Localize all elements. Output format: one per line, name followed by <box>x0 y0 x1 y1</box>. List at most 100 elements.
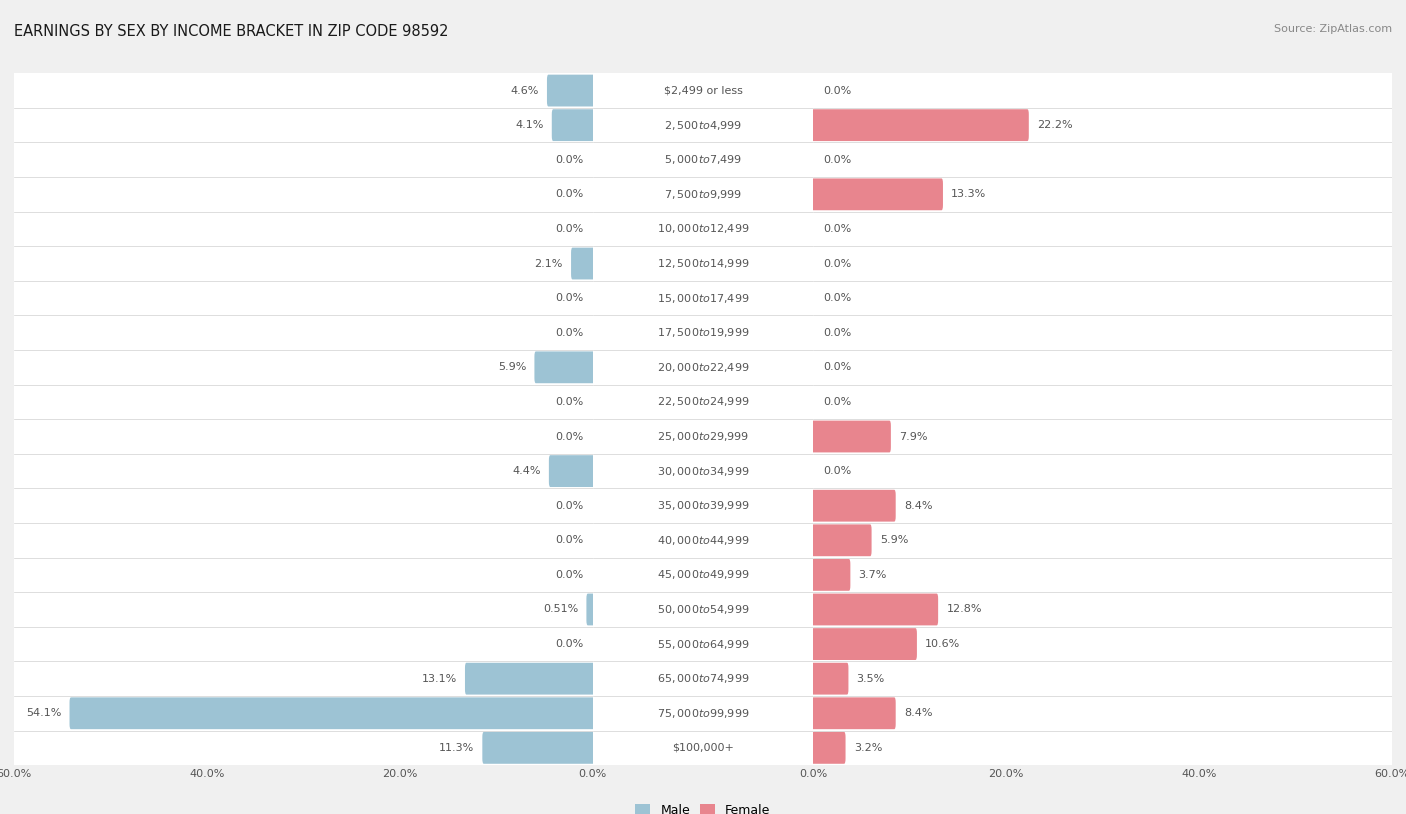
FancyBboxPatch shape <box>593 246 813 281</box>
Text: 3.5%: 3.5% <box>856 674 884 684</box>
FancyBboxPatch shape <box>593 142 813 177</box>
Text: 7.9%: 7.9% <box>898 431 928 441</box>
Legend: Male, Female: Male, Female <box>630 799 776 814</box>
Text: 0.0%: 0.0% <box>823 259 851 269</box>
FancyBboxPatch shape <box>593 453 813 488</box>
FancyBboxPatch shape <box>482 732 595 764</box>
Text: $2,499 or less: $2,499 or less <box>664 85 742 95</box>
FancyBboxPatch shape <box>813 73 1392 107</box>
FancyBboxPatch shape <box>813 281 1392 315</box>
Text: 3.2%: 3.2% <box>853 743 882 753</box>
FancyBboxPatch shape <box>811 178 943 210</box>
FancyBboxPatch shape <box>593 523 813 558</box>
FancyBboxPatch shape <box>813 558 1392 593</box>
Text: $7,500 to $9,999: $7,500 to $9,999 <box>664 188 742 201</box>
Text: $20,000 to $22,499: $20,000 to $22,499 <box>657 361 749 374</box>
FancyBboxPatch shape <box>465 663 595 694</box>
Text: $75,000 to $99,999: $75,000 to $99,999 <box>657 707 749 720</box>
FancyBboxPatch shape <box>593 107 813 142</box>
FancyBboxPatch shape <box>14 558 593 593</box>
FancyBboxPatch shape <box>14 627 593 661</box>
Text: 0.0%: 0.0% <box>555 397 583 407</box>
FancyBboxPatch shape <box>551 109 595 141</box>
FancyBboxPatch shape <box>14 142 593 177</box>
Text: 0.0%: 0.0% <box>555 570 583 580</box>
Text: $100,000+: $100,000+ <box>672 743 734 753</box>
FancyBboxPatch shape <box>593 488 813 523</box>
FancyBboxPatch shape <box>534 352 595 383</box>
FancyBboxPatch shape <box>14 315 593 350</box>
FancyBboxPatch shape <box>813 523 1392 558</box>
FancyBboxPatch shape <box>813 212 1392 246</box>
Text: 0.0%: 0.0% <box>555 536 583 545</box>
Text: 0.0%: 0.0% <box>555 224 583 234</box>
Text: $50,000 to $54,999: $50,000 to $54,999 <box>657 603 749 616</box>
FancyBboxPatch shape <box>14 731 593 765</box>
FancyBboxPatch shape <box>14 246 593 281</box>
Text: $55,000 to $64,999: $55,000 to $64,999 <box>657 637 749 650</box>
Text: 0.0%: 0.0% <box>823 397 851 407</box>
FancyBboxPatch shape <box>14 419 593 453</box>
Text: $22,500 to $24,999: $22,500 to $24,999 <box>657 396 749 409</box>
FancyBboxPatch shape <box>593 177 813 212</box>
Text: $35,000 to $39,999: $35,000 to $39,999 <box>657 499 749 512</box>
Text: $5,000 to $7,499: $5,000 to $7,499 <box>664 153 742 166</box>
Text: 0.0%: 0.0% <box>823 293 851 303</box>
Text: 3.7%: 3.7% <box>859 570 887 580</box>
FancyBboxPatch shape <box>811 490 896 522</box>
FancyBboxPatch shape <box>593 281 813 315</box>
FancyBboxPatch shape <box>14 177 593 212</box>
FancyBboxPatch shape <box>811 421 891 453</box>
Text: 4.1%: 4.1% <box>515 120 544 130</box>
FancyBboxPatch shape <box>811 698 896 729</box>
Text: 0.0%: 0.0% <box>823 155 851 164</box>
FancyBboxPatch shape <box>811 109 1029 141</box>
FancyBboxPatch shape <box>593 212 813 246</box>
FancyBboxPatch shape <box>586 593 595 625</box>
FancyBboxPatch shape <box>811 593 938 625</box>
FancyBboxPatch shape <box>14 488 593 523</box>
Text: 13.1%: 13.1% <box>422 674 457 684</box>
FancyBboxPatch shape <box>593 350 813 385</box>
FancyBboxPatch shape <box>813 661 1392 696</box>
Text: $12,500 to $14,999: $12,500 to $14,999 <box>657 257 749 270</box>
FancyBboxPatch shape <box>14 593 593 627</box>
Text: 13.3%: 13.3% <box>950 190 987 199</box>
FancyBboxPatch shape <box>593 661 813 696</box>
Text: 0.0%: 0.0% <box>823 85 851 95</box>
Text: 22.2%: 22.2% <box>1038 120 1073 130</box>
Text: 0.51%: 0.51% <box>543 605 578 615</box>
FancyBboxPatch shape <box>14 73 593 107</box>
Text: $65,000 to $74,999: $65,000 to $74,999 <box>657 672 749 685</box>
Text: 0.0%: 0.0% <box>555 293 583 303</box>
FancyBboxPatch shape <box>593 731 813 765</box>
FancyBboxPatch shape <box>813 385 1392 419</box>
FancyBboxPatch shape <box>811 663 848 694</box>
Text: $30,000 to $34,999: $30,000 to $34,999 <box>657 465 749 478</box>
FancyBboxPatch shape <box>811 559 851 591</box>
FancyBboxPatch shape <box>593 385 813 419</box>
Text: 0.0%: 0.0% <box>555 155 583 164</box>
FancyBboxPatch shape <box>811 732 845 764</box>
Text: 8.4%: 8.4% <box>904 708 932 718</box>
Text: 12.8%: 12.8% <box>946 605 981 615</box>
FancyBboxPatch shape <box>813 731 1392 765</box>
Text: $2,500 to $4,999: $2,500 to $4,999 <box>664 119 742 132</box>
Text: 2.1%: 2.1% <box>534 259 562 269</box>
FancyBboxPatch shape <box>813 488 1392 523</box>
FancyBboxPatch shape <box>813 142 1392 177</box>
FancyBboxPatch shape <box>593 419 813 453</box>
FancyBboxPatch shape <box>813 350 1392 385</box>
FancyBboxPatch shape <box>14 661 593 696</box>
FancyBboxPatch shape <box>593 627 813 661</box>
Text: 4.4%: 4.4% <box>512 466 541 476</box>
FancyBboxPatch shape <box>813 696 1392 731</box>
FancyBboxPatch shape <box>813 107 1392 142</box>
Text: 0.0%: 0.0% <box>555 431 583 441</box>
FancyBboxPatch shape <box>593 696 813 731</box>
Text: EARNINGS BY SEX BY INCOME BRACKET IN ZIP CODE 98592: EARNINGS BY SEX BY INCOME BRACKET IN ZIP… <box>14 24 449 39</box>
Text: 11.3%: 11.3% <box>439 743 474 753</box>
Text: $25,000 to $29,999: $25,000 to $29,999 <box>657 430 749 443</box>
Text: 0.0%: 0.0% <box>823 362 851 372</box>
Text: 0.0%: 0.0% <box>555 639 583 649</box>
